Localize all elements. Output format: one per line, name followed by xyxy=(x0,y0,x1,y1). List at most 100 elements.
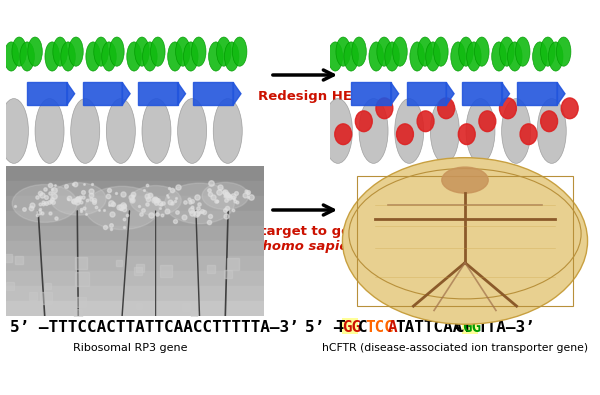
Ellipse shape xyxy=(377,37,391,66)
Ellipse shape xyxy=(213,99,242,164)
Ellipse shape xyxy=(45,42,59,71)
Ellipse shape xyxy=(28,37,42,66)
Ellipse shape xyxy=(217,37,231,66)
Ellipse shape xyxy=(184,42,198,71)
Ellipse shape xyxy=(502,99,530,164)
Bar xyxy=(6,211,264,226)
Circle shape xyxy=(397,124,413,145)
Ellipse shape xyxy=(500,37,514,66)
Ellipse shape xyxy=(556,37,571,66)
Polygon shape xyxy=(446,83,454,105)
Text: C: C xyxy=(358,320,367,335)
Bar xyxy=(138,83,178,105)
Polygon shape xyxy=(557,83,565,105)
Ellipse shape xyxy=(418,37,432,66)
Circle shape xyxy=(130,186,181,215)
Text: TATTCAAT: TATTCAAT xyxy=(395,320,472,335)
Circle shape xyxy=(335,124,352,145)
Text: T: T xyxy=(335,320,344,335)
Ellipse shape xyxy=(467,42,481,71)
Ellipse shape xyxy=(110,37,124,66)
Ellipse shape xyxy=(515,37,530,66)
Text: in homo sapiens: in homo sapiens xyxy=(244,240,366,253)
Bar xyxy=(6,181,264,196)
Ellipse shape xyxy=(369,42,383,71)
Ellipse shape xyxy=(94,37,109,66)
Polygon shape xyxy=(233,83,241,105)
Ellipse shape xyxy=(106,99,136,164)
Ellipse shape xyxy=(537,99,566,164)
Bar xyxy=(193,83,233,105)
Bar xyxy=(462,83,502,105)
Ellipse shape xyxy=(336,37,350,66)
Ellipse shape xyxy=(69,37,83,66)
Ellipse shape xyxy=(548,42,563,71)
Circle shape xyxy=(499,98,517,118)
Bar xyxy=(6,301,264,316)
Circle shape xyxy=(541,111,557,132)
Ellipse shape xyxy=(344,42,358,71)
Ellipse shape xyxy=(176,37,190,66)
Text: C: C xyxy=(455,320,464,335)
Ellipse shape xyxy=(151,37,165,66)
Ellipse shape xyxy=(86,42,100,71)
Ellipse shape xyxy=(142,99,171,164)
Ellipse shape xyxy=(127,42,142,71)
Ellipse shape xyxy=(395,99,424,164)
Circle shape xyxy=(520,124,537,145)
Bar xyxy=(6,166,264,181)
Circle shape xyxy=(417,111,434,132)
Ellipse shape xyxy=(459,37,473,66)
Ellipse shape xyxy=(430,99,460,164)
Text: TCC: TCC xyxy=(365,320,394,335)
Bar xyxy=(461,318,478,334)
Text: Homo sapiens: Homo sapiens xyxy=(418,302,502,315)
Text: GG: GG xyxy=(463,320,482,335)
Text: TTA–3’: TTA–3’ xyxy=(478,320,535,335)
Polygon shape xyxy=(67,83,74,105)
Ellipse shape xyxy=(410,42,424,71)
Polygon shape xyxy=(122,83,130,105)
Circle shape xyxy=(202,182,248,209)
Ellipse shape xyxy=(393,37,407,66)
Ellipse shape xyxy=(508,42,522,71)
Ellipse shape xyxy=(328,42,343,71)
Circle shape xyxy=(355,111,372,132)
Ellipse shape xyxy=(20,42,34,71)
Polygon shape xyxy=(391,83,398,105)
Text: GG: GG xyxy=(343,320,362,335)
Ellipse shape xyxy=(466,99,495,164)
Ellipse shape xyxy=(385,42,400,71)
Ellipse shape xyxy=(168,42,182,71)
Circle shape xyxy=(479,111,496,132)
Ellipse shape xyxy=(323,99,352,164)
Bar xyxy=(27,83,67,105)
Circle shape xyxy=(442,167,488,193)
Circle shape xyxy=(50,183,106,215)
Ellipse shape xyxy=(178,99,206,164)
Ellipse shape xyxy=(352,37,366,66)
Ellipse shape xyxy=(359,99,388,164)
Ellipse shape xyxy=(232,37,247,66)
Circle shape xyxy=(164,183,235,224)
Bar xyxy=(6,271,264,286)
Bar xyxy=(6,286,264,301)
Ellipse shape xyxy=(191,37,206,66)
Ellipse shape xyxy=(224,42,239,71)
Circle shape xyxy=(561,98,578,118)
Polygon shape xyxy=(502,83,509,105)
Ellipse shape xyxy=(541,37,555,66)
Text: Ribosomal RP3 gene: Ribosomal RP3 gene xyxy=(73,343,187,353)
Bar xyxy=(341,318,358,334)
Bar xyxy=(6,241,264,256)
Ellipse shape xyxy=(426,42,440,71)
Ellipse shape xyxy=(0,99,28,164)
Bar xyxy=(6,256,264,271)
Ellipse shape xyxy=(451,42,466,71)
Ellipse shape xyxy=(71,99,100,164)
Text: Retarget to gene: Retarget to gene xyxy=(241,225,369,238)
Circle shape xyxy=(12,184,77,222)
Bar xyxy=(407,83,446,105)
Ellipse shape xyxy=(4,42,19,71)
Circle shape xyxy=(376,98,393,118)
